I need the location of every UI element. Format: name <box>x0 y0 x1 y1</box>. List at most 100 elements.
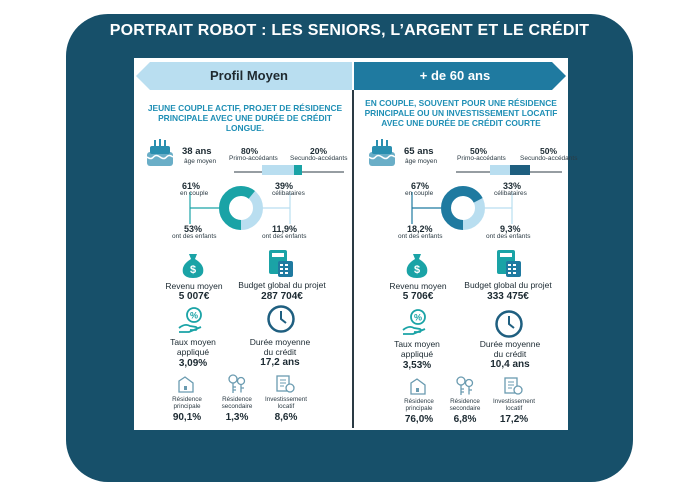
svg-text:$: $ <box>190 264 196 276</box>
left-subtitle: JEUNE COUPLE ACTIF, PROJET DE RÉSIDENCE … <box>142 103 348 133</box>
svg-text:$: $ <box>414 264 420 276</box>
right-subtitle-line1: EN COUPLE, SOUVENT POUR UNE RÉSIDENCE <box>365 98 557 108</box>
left-rate-label: Taux moyen appliqué <box>160 337 226 357</box>
left-duration-value: 17,2 ans <box>260 357 300 368</box>
right-secundo-pct: 50% <box>540 146 558 156</box>
right-primo-pct: 50% <box>470 146 488 156</box>
left-primo-bar <box>234 162 348 176</box>
left-res-second-value: 1,3% <box>225 412 249 423</box>
right-duration-value: 10,4 ans <box>490 359 530 370</box>
house-tag-icon <box>408 377 430 397</box>
right-children-pct: 18,2% <box>407 224 433 234</box>
right-children-label: ont des enfants <box>398 233 443 240</box>
right-celib-pct: 33% <box>503 181 522 191</box>
right-subtitle: EN COUPLE, SOUVENT POUR UNE RÉSIDENCE PR… <box>358 98 564 128</box>
percent-hand-icon: % <box>400 308 432 336</box>
right-subtitle-line3: AVEC UNE DURÉE DE CRÉDIT COURTE <box>381 118 541 128</box>
header-label: + de 60 ans <box>419 68 491 83</box>
left-invest-label: Investissement locatif <box>258 396 314 410</box>
keys-icon <box>454 375 476 397</box>
right-duration-label: Durée moyenne du crédit <box>470 339 550 359</box>
right-res-main-l2: principale <box>405 405 433 412</box>
right-age-value: 65 ans <box>404 146 434 157</box>
right-age-label: âge moyen <box>405 158 438 165</box>
left-rate-label-line2: appliqué <box>176 347 210 357</box>
left-res-second-label: Résidence secondaire <box>210 396 264 410</box>
right-invest-l2: locatif <box>505 405 523 412</box>
money-bag-icon: $ <box>402 250 432 280</box>
left-budget-label: Budget global du projet <box>238 280 326 290</box>
left-secundo-pct: 20% <box>310 146 328 156</box>
left-res-second-l1: Résidence <box>222 396 252 403</box>
left-budget-value: 287 704€ <box>261 291 303 302</box>
right-couple-label: en couple <box>405 190 434 197</box>
house-tag-icon <box>176 375 198 395</box>
left-donut-chart <box>186 178 296 238</box>
left-res-main-value: 90,1% <box>172 412 202 423</box>
cake-icon <box>366 138 398 168</box>
left-couple-label: en couple <box>180 190 209 197</box>
right-secundo-label: Secundo-accédants <box>520 155 578 162</box>
right-duration-label-line1: Durée moyenne <box>479 339 541 349</box>
left-celib-pct: 39% <box>275 181 294 191</box>
right-duration-label-line2: du crédit <box>493 349 527 359</box>
divider <box>352 90 354 428</box>
page-title: PORTRAIT ROBOT : LES SENIORS, L’ARGENT E… <box>109 22 590 39</box>
left-celib-label: célibataires <box>272 190 305 197</box>
right-budget-value: 333 475€ <box>487 291 529 302</box>
left-income-label: Revenu moyen <box>165 281 223 291</box>
svg-text:%: % <box>190 311 198 321</box>
left-res-main-label: Résidence principale <box>160 396 214 410</box>
right-income-value: 5 706€ <box>402 291 434 302</box>
header-label: Profil Moyen <box>209 68 288 83</box>
left-income-value: 5 007€ <box>178 291 210 302</box>
left-res-main-l1: Résidence <box>172 396 202 403</box>
right-rate-value: 3,53% <box>402 360 432 371</box>
right-invest-label: Investissement locatif <box>486 398 542 412</box>
left-primo-pct: 80% <box>241 146 259 156</box>
right-celib-label: célibataires <box>494 190 527 197</box>
right-invest-value: 17,2% <box>499 414 529 425</box>
left-children2-pct: 11,9% <box>272 224 298 234</box>
calculator-icon <box>266 248 296 280</box>
left-children-pct: 53% <box>184 224 203 234</box>
left-duration-label: Durée moyenne du crédit <box>240 337 320 357</box>
right-income-label: Revenu moyen <box>389 281 447 291</box>
left-rate-value: 3,09% <box>178 358 208 369</box>
left-children2-label: ont des enfants <box>262 233 307 240</box>
right-invest-l1: Investissement <box>493 398 535 405</box>
left-rate-label-line1: Taux moyen <box>170 337 216 347</box>
clock-icon <box>266 304 296 334</box>
right-subtitle-line2: PRINCIPALE OU UN INVESTISSEMENT LOCATIF <box>364 108 558 118</box>
right-children2-label: ont des enfants <box>486 233 531 240</box>
right-res-second-label: Résidence secondaire <box>438 398 492 412</box>
left-subtitle-line2: PRINCIPALE AVEC UNE DURÉE DE CRÉDIT LONG… <box>158 113 332 133</box>
left-res-main-l2: principale <box>173 403 201 410</box>
svg-text:%: % <box>414 313 422 323</box>
cake-icon <box>144 138 176 168</box>
left-invest-l1: Investissement <box>265 396 307 403</box>
left-secundo-label: Secundo-accédants <box>290 155 348 162</box>
calculator-icon <box>494 248 524 280</box>
left-duration-label-line1: Durée moyenne <box>249 337 311 347</box>
left-children-label: ont des enfants <box>172 233 217 240</box>
right-primo-bar <box>456 162 566 176</box>
investment-doc-icon <box>502 375 524 397</box>
content-panel <box>134 58 568 430</box>
left-duration-label-line2: du crédit <box>263 347 297 357</box>
left-age-label: âge moyen <box>184 158 217 165</box>
left-res-second-l2: secondaire <box>221 403 253 410</box>
right-primo-label: Primo-accédants <box>457 155 506 162</box>
right-rate-label-line1: Taux moyen <box>394 339 440 349</box>
left-primo-label: Primo-accédants <box>229 155 278 162</box>
right-budget-label: Budget global du projet <box>464 280 552 290</box>
left-age-value: 38 ans <box>182 146 212 157</box>
right-res-second-l1: Résidence <box>450 398 480 405</box>
right-donut-chart <box>408 178 518 238</box>
right-res-main-label: Résidence principale <box>392 398 446 412</box>
percent-hand-icon: % <box>176 306 208 334</box>
right-res-second-value: 6,8% <box>453 414 477 425</box>
header-profil-moyen: Profil Moyen <box>136 62 352 90</box>
left-couple-pct: 61% <box>182 181 201 191</box>
left-invest-value: 8,6% <box>274 412 298 423</box>
